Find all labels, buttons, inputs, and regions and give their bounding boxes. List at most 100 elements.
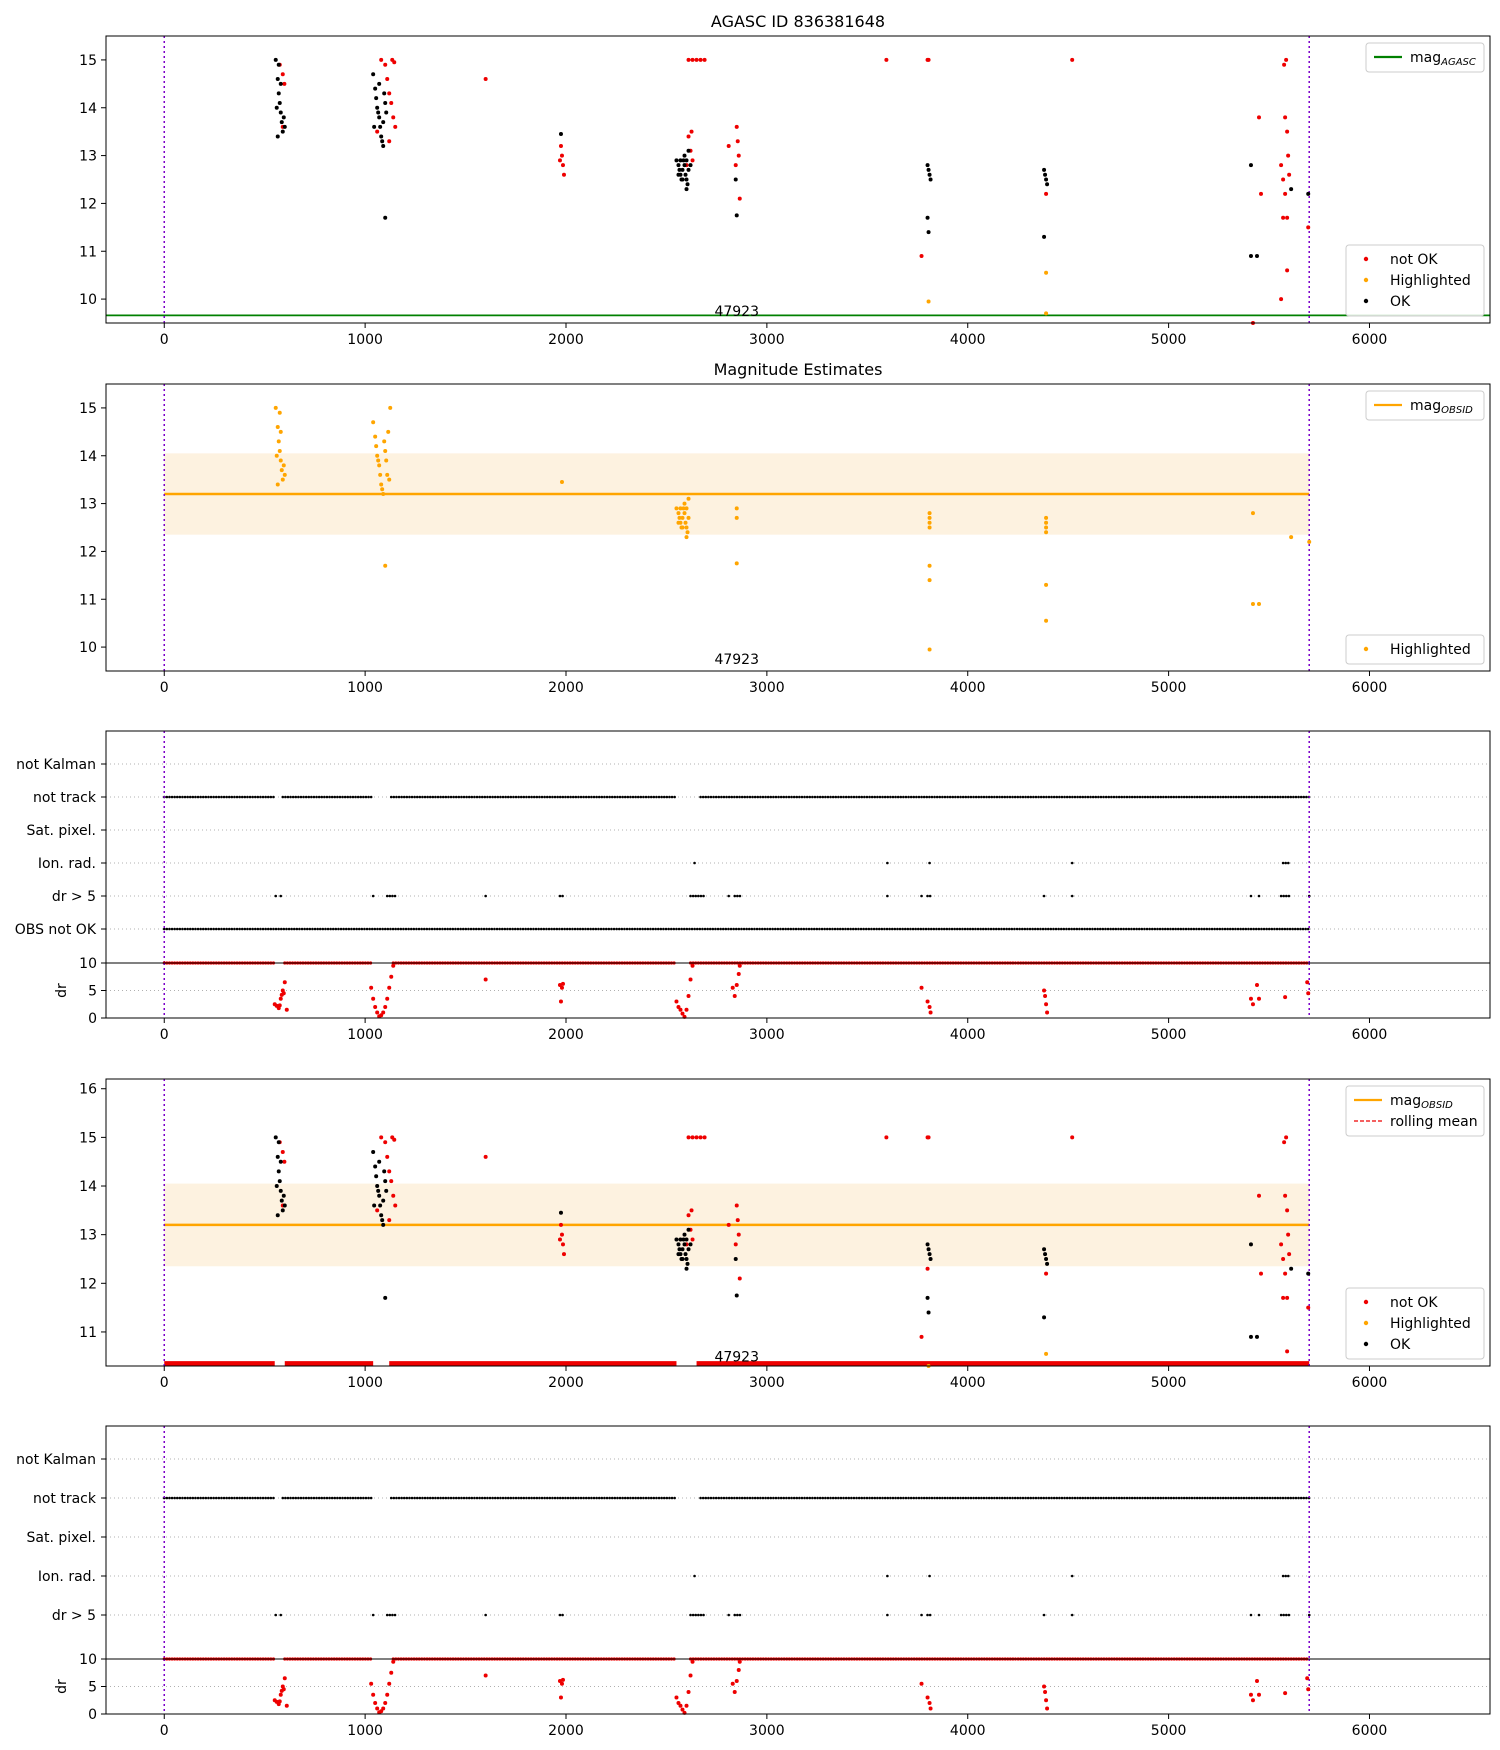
flag-point (540, 795, 544, 799)
flag-point (415, 795, 419, 799)
flag-point (1149, 795, 1152, 799)
flag-point (1141, 795, 1144, 799)
data-point (379, 57, 384, 62)
flag-point (763, 927, 767, 931)
flag-point (1091, 795, 1095, 799)
flag-point (735, 795, 739, 799)
flag-point (217, 795, 221, 799)
flag-point (987, 795, 991, 799)
flag-point (1076, 1496, 1079, 1500)
data-point (688, 977, 693, 982)
flag-point (907, 1496, 910, 1500)
data-point (690, 1135, 695, 1140)
flag-point (616, 795, 619, 799)
flag-point (501, 795, 505, 799)
flag-point (343, 795, 347, 799)
flag-point (548, 1496, 552, 1500)
flag-point (1122, 927, 1125, 931)
flag-point (183, 927, 187, 931)
flag-point (1257, 1613, 1261, 1617)
flag-point (311, 927, 314, 931)
data-point (682, 1242, 687, 1247)
flag-point (1114, 927, 1118, 931)
flag-point (933, 1496, 936, 1500)
flag-point (655, 1496, 658, 1500)
data-point (928, 1256, 933, 1261)
flag-point (928, 795, 931, 799)
flag-point (1250, 795, 1254, 799)
flag-point (168, 1496, 171, 1500)
data-point (278, 458, 283, 463)
flag-point (714, 795, 718, 799)
flag-point (948, 927, 951, 931)
flag-point (1284, 1574, 1288, 1578)
data-point (375, 453, 380, 458)
flag-point (325, 795, 329, 799)
flag-point (243, 795, 247, 799)
flag-point (605, 795, 609, 799)
flag-point (734, 927, 738, 931)
flag-point (1257, 894, 1261, 898)
flag-point (647, 1496, 650, 1500)
flag-point (1184, 927, 1188, 931)
data-point (1285, 1208, 1290, 1213)
flag-point (1008, 795, 1012, 799)
flag-point (766, 795, 770, 799)
flag-point (188, 1496, 192, 1500)
flag-point (820, 927, 824, 931)
data-point (376, 110, 381, 115)
flag-point (517, 1496, 520, 1500)
flag-point (303, 927, 306, 931)
flag-point (639, 1496, 643, 1500)
flag-point (558, 894, 562, 898)
flag-point (1299, 1496, 1303, 1500)
flag-point (1302, 1496, 1306, 1500)
flag-point (865, 1496, 869, 1500)
flag-point (457, 1496, 461, 1500)
flag-point (519, 1496, 523, 1500)
flag-point (508, 927, 512, 931)
flag-point (1054, 927, 1058, 931)
flag-point (196, 1496, 200, 1500)
data-point (690, 158, 695, 163)
flag-point (706, 927, 709, 931)
flag-point (330, 795, 334, 799)
flag-point (191, 1496, 195, 1500)
x-tick-label: 6000 (1352, 1027, 1388, 1043)
data-point (734, 1679, 739, 1683)
flag-point (971, 927, 975, 931)
data-point (277, 1179, 282, 1184)
data-point (682, 163, 687, 168)
data-point (684, 1007, 689, 1012)
flag-point (982, 795, 986, 799)
flag-point (1101, 927, 1105, 931)
flag-point (886, 1496, 890, 1500)
flag-point (787, 795, 791, 799)
y-tick-label: 13 (79, 1228, 97, 1244)
x-tick-label: 5000 (1151, 680, 1187, 696)
data-point (381, 492, 386, 497)
flag-point (1136, 795, 1139, 799)
data-point (925, 1266, 930, 1271)
flag-point (857, 795, 861, 799)
flag-point (233, 927, 236, 931)
data-point (686, 1213, 691, 1218)
flag-point (402, 927, 405, 931)
flag-point (577, 795, 580, 799)
flag-point (660, 1496, 663, 1500)
flag-point (1293, 927, 1297, 931)
flag-point (1063, 1496, 1066, 1500)
flag-point (1268, 795, 1272, 799)
flag-point (274, 1613, 278, 1617)
flag-point (1279, 1613, 1283, 1617)
legend-box (1345, 634, 1485, 665)
flag-point (199, 927, 202, 931)
flag-point (413, 1496, 416, 1500)
flag-point (689, 1613, 692, 1617)
flag-point (183, 1496, 187, 1500)
data-point (377, 115, 382, 120)
flag-point (803, 1496, 806, 1500)
flag-point (475, 795, 479, 799)
data-point (558, 999, 563, 1004)
flag-point (1276, 795, 1280, 799)
